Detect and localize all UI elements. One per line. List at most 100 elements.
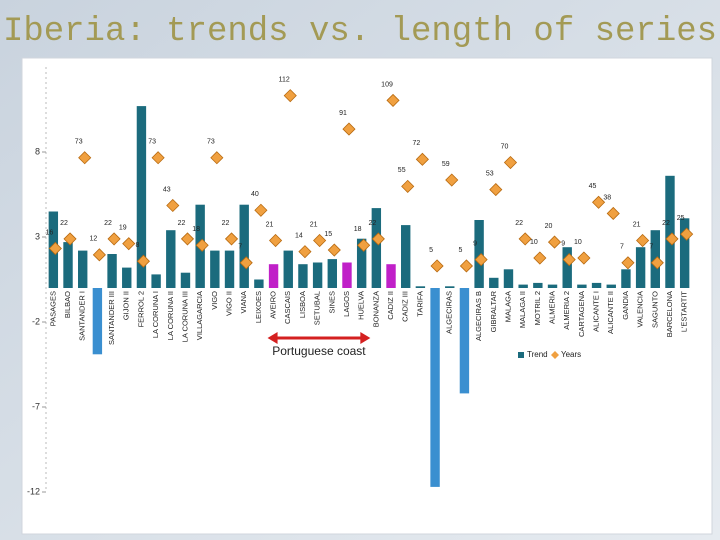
- x-tick-label: LA CORUNA II: [166, 291, 175, 340]
- arrow-head: [360, 332, 371, 344]
- year-label: 112: [279, 76, 290, 83]
- bar: [298, 264, 308, 288]
- year-label: 25: [677, 215, 685, 222]
- bar: [342, 262, 352, 288]
- annotation: Portuguese coast: [272, 344, 366, 358]
- bar: [107, 254, 117, 288]
- x-tick-label: LA CORUNA I: [151, 291, 160, 338]
- bar: [591, 282, 602, 288]
- x-tick-label: ALGECIRAS: [445, 291, 454, 334]
- year-marker: [298, 245, 312, 259]
- bar: [136, 106, 147, 288]
- year-marker: [122, 237, 136, 251]
- year-marker: [180, 232, 195, 246]
- bar: [489, 277, 499, 288]
- year-label: 22: [515, 220, 523, 227]
- year-marker: [195, 238, 209, 252]
- year-label: 22: [178, 220, 186, 227]
- legend-label: Years: [561, 350, 581, 359]
- bar: [445, 286, 455, 288]
- bar: [430, 288, 440, 487]
- legend-label: Trend: [527, 350, 548, 359]
- x-tick-label: MALAGA: [503, 291, 512, 322]
- x-tick-label: PASAGES: [48, 291, 57, 326]
- year-marker: [386, 93, 400, 107]
- x-tick-label: L'ESTARTIT: [680, 291, 689, 333]
- x-tick-label: VIANA: [239, 291, 248, 314]
- year-label: 38: [603, 194, 611, 201]
- bar: [401, 225, 411, 288]
- year-marker: [503, 155, 518, 170]
- year-label: 12: [89, 236, 97, 243]
- year-marker: [489, 183, 503, 197]
- year-label: 16: [45, 229, 53, 236]
- bar: [166, 230, 176, 288]
- legend-swatch: [518, 352, 524, 358]
- year-marker: [224, 232, 239, 246]
- x-tick-label: BARCELONA: [665, 291, 674, 337]
- year-label: 15: [324, 231, 332, 238]
- year-marker: [562, 253, 576, 267]
- x-tick-label: ALMERIA: [548, 291, 557, 324]
- x-tick-label: GIBRALTAR: [489, 290, 498, 332]
- year-label: 5: [429, 247, 433, 254]
- year-label: 45: [589, 183, 597, 190]
- year-label: 18: [192, 226, 200, 233]
- x-tick-label: VIGO II: [225, 291, 234, 316]
- x-tick-label: GIJON II: [122, 291, 131, 320]
- y-tick-label: -12: [27, 486, 40, 496]
- bar: [459, 288, 470, 394]
- legend-swatch: [551, 351, 559, 359]
- x-tick-label: ALICANTE I: [592, 291, 601, 332]
- year-marker: [63, 232, 77, 246]
- bar: [78, 250, 88, 288]
- x-tick-label: SAGUNTO: [650, 291, 659, 328]
- y-tick-label: -7: [32, 401, 40, 411]
- year-label: 73: [75, 139, 83, 146]
- x-tick-label: SANTANDER III: [107, 291, 116, 345]
- chart-title: Iberia: trends vs. length of series: [3, 13, 717, 51]
- x-tick-label: CADIZ III: [401, 291, 410, 322]
- bar: [151, 274, 161, 288]
- year-label: 9: [473, 240, 477, 247]
- year-marker: [430, 259, 444, 273]
- x-tick-label: VILLAGARCIA: [195, 291, 204, 340]
- x-tick-label: VIGO: [210, 291, 219, 310]
- x-tick-label: FERROL 2: [136, 291, 145, 327]
- bar: [180, 272, 191, 288]
- year-marker: [371, 232, 385, 246]
- year-marker: [107, 232, 121, 246]
- bar: [122, 267, 132, 288]
- bar: [283, 250, 293, 288]
- year-label: 73: [207, 139, 215, 146]
- x-tick-label: ALGECIRAS B: [474, 291, 483, 341]
- bar: [665, 175, 675, 288]
- y-tick-label: 8: [35, 146, 40, 156]
- bar: [327, 259, 337, 288]
- x-tick-label: HUELVA: [357, 291, 366, 320]
- year-label: 10: [574, 239, 582, 246]
- x-tick-label: TARIFA: [415, 291, 424, 317]
- year-label: 72: [412, 140, 420, 147]
- year-marker: [518, 232, 532, 246]
- bar: [371, 208, 382, 288]
- year-label: 40: [251, 191, 259, 198]
- year-label: 22: [104, 220, 112, 227]
- year-marker: [92, 248, 106, 262]
- bar: [92, 288, 103, 355]
- year-marker: [592, 195, 606, 209]
- year-marker: [357, 238, 371, 252]
- x-tick-label: AVEIRO: [269, 291, 278, 319]
- year-marker: [577, 251, 591, 265]
- year-marker: [210, 151, 224, 165]
- year-label: 14: [295, 232, 303, 239]
- year-marker: [78, 151, 92, 165]
- x-tick-label: LEIXOES: [254, 291, 263, 323]
- year-label: 20: [545, 223, 553, 230]
- x-tick-label: VALENCIA: [636, 291, 645, 328]
- year-marker: [547, 235, 562, 249]
- year-label: 8: [135, 242, 139, 249]
- bar: [224, 250, 235, 288]
- year-label: 7: [620, 244, 624, 251]
- year-label: 7: [649, 244, 653, 251]
